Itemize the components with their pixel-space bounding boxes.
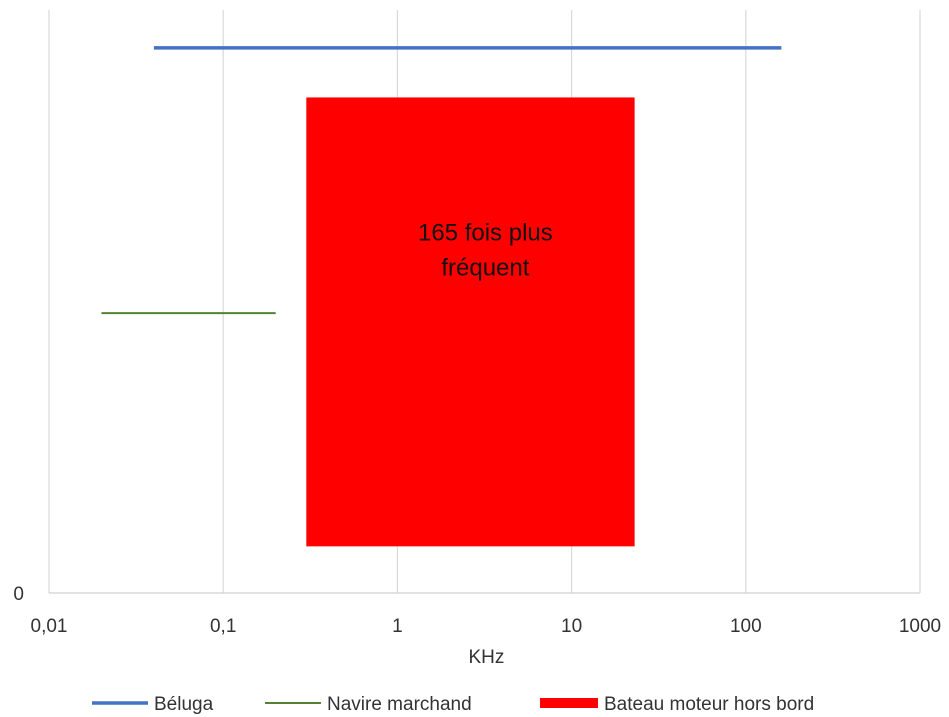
x-tick-label: 1000 [899, 616, 941, 637]
x-tick-label: 10 [561, 616, 582, 637]
legend-label: Béluga [154, 694, 214, 715]
x-tick-label: 0,01 [31, 616, 68, 637]
x-tick-label: 0,1 [210, 616, 236, 637]
range-bar-bateau-moteur [306, 97, 635, 547]
y-tick-label: 0 [13, 584, 24, 605]
x-axis-title: KHz [468, 647, 504, 668]
legend-label: Navire marchand [327, 694, 472, 715]
legend-swatch [540, 698, 598, 708]
x-tick-label: 1 [392, 616, 403, 637]
annotation: 165 fois plus fréquent [418, 219, 553, 281]
annotation-line: 165 fois plus [418, 219, 553, 246]
y-tick-labels: 0 [13, 584, 24, 605]
x-tick-label: 100 [730, 616, 762, 637]
legend: Béluga Navire marchand Bateau moteur hors … [92, 694, 814, 715]
annotation-line: fréquent [441, 254, 529, 281]
legend-label: Bateau moteur hors bord [604, 694, 814, 715]
plot-area [101, 46, 782, 547]
x-tick-labels: 0,01 0,1 1 10 100 1000 [31, 616, 942, 637]
